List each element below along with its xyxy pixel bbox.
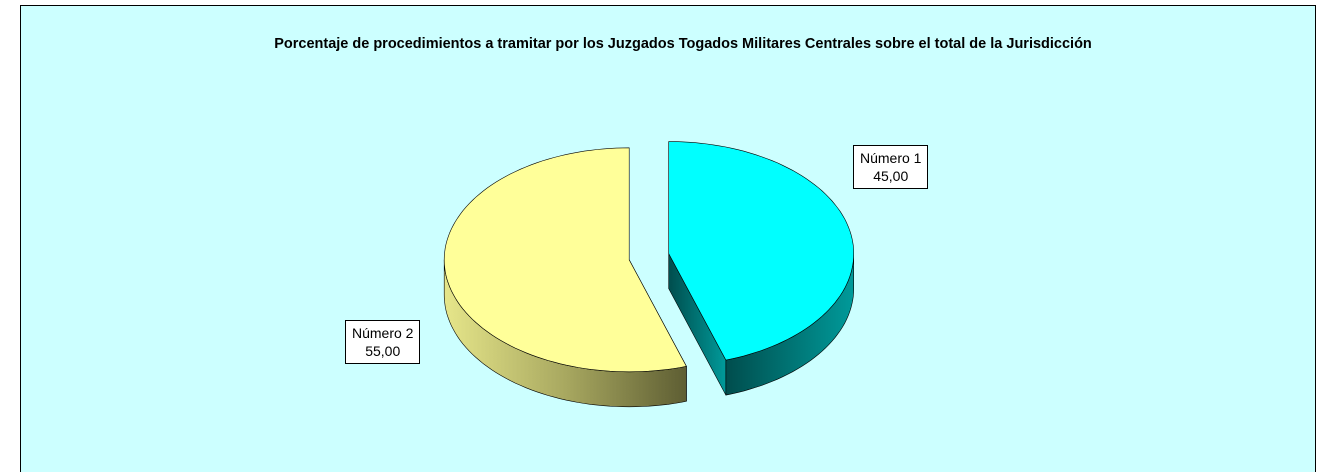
label-category: Número 1: [860, 150, 922, 166]
label-value: 45,00: [873, 168, 909, 184]
pie-slice: [443, 147, 687, 373]
data-label: Número 1 45,00: [853, 145, 929, 189]
pie-slice: [668, 141, 855, 361]
data-label: Número 2 55,00: [345, 320, 421, 364]
label-category: Número 2: [352, 325, 414, 341]
chart-title: Porcentaje de procedimientos a tramitar …: [274, 36, 1092, 52]
label-value: 55,00: [365, 343, 401, 359]
